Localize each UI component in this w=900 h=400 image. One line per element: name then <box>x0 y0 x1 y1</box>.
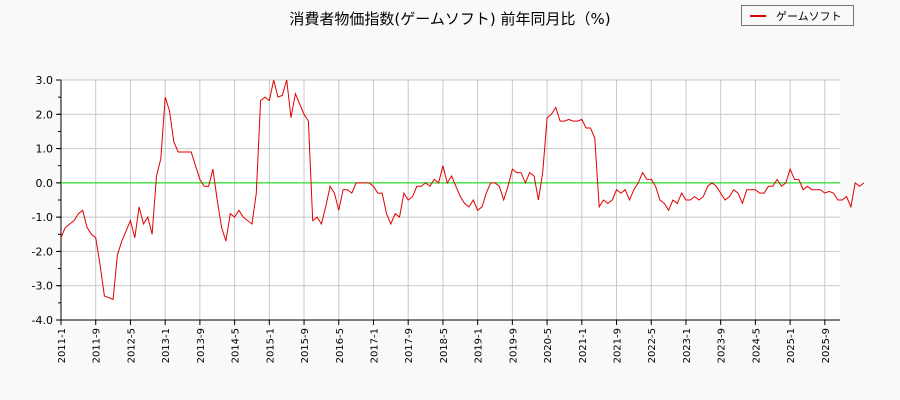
y-axis-ticks: 3.0 2.0 1.0 0.0 -1.0 -2.0 -3.0 -4.0 <box>32 74 61 327</box>
x-tick-label: 2015-1 <box>265 328 276 363</box>
x-tick-label: 2017-1 <box>369 328 380 363</box>
x-tick-label: 2011-1 <box>57 328 68 363</box>
y-tick-label: 3.0 <box>36 74 54 87</box>
x-tick-label: 2024-5 <box>751 328 762 363</box>
x-tick-label: 2019-9 <box>508 328 519 363</box>
x-tick-label: 2017-9 <box>404 328 415 363</box>
x-tick-label: 2025-9 <box>821 328 832 363</box>
x-tick-label: 2020-5 <box>543 328 554 363</box>
chart-title: 消費者物価指数(ゲームソフト) 前年同月比（%) <box>289 10 611 28</box>
x-tick-label: 2011-9 <box>92 328 103 363</box>
x-tick-label: 2019-1 <box>474 328 485 363</box>
y-tick-label: -3.0 <box>32 280 53 293</box>
legend: ゲームソフト <box>741 5 854 26</box>
x-tick-label: 2015-9 <box>300 328 311 363</box>
x-tick-label: 2023-1 <box>682 328 693 363</box>
y-tick-label: -1.0 <box>32 211 53 224</box>
x-tick-label: 2013-1 <box>161 328 172 363</box>
x-tick-label: 2018-5 <box>439 328 450 363</box>
x-tick-label: 2016-5 <box>335 328 346 363</box>
y-tick-label: 2.0 <box>36 108 54 121</box>
x-tick-label: 2025-1 <box>786 328 797 363</box>
y-tick-label: -2.0 <box>32 245 53 258</box>
x-tick-label: 2013-9 <box>196 328 207 363</box>
series-line-game-software <box>60 79 865 301</box>
x-tick-label: 2014-5 <box>231 328 242 363</box>
grid-lines <box>61 79 840 321</box>
y-tick-label: 0.0 <box>36 177 54 190</box>
y-tick-label: -4.0 <box>32 314 53 327</box>
legend-swatch-icon <box>750 14 766 17</box>
y-tick-label: 1.0 <box>36 143 54 156</box>
legend-label: ゲームソフト <box>776 9 842 23</box>
x-tick-label: 2023-9 <box>717 328 728 363</box>
x-tick-label: 2021-9 <box>613 328 624 363</box>
x-tick-label: 2022-5 <box>647 328 658 363</box>
x-axis-ticks: 2011-1 2011-9 2012-5 2013-1 2013-9 2014-5 2015… <box>57 320 832 363</box>
x-tick-label: 2012-5 <box>126 328 137 363</box>
x-tick-label: 2021-1 <box>578 328 589 363</box>
